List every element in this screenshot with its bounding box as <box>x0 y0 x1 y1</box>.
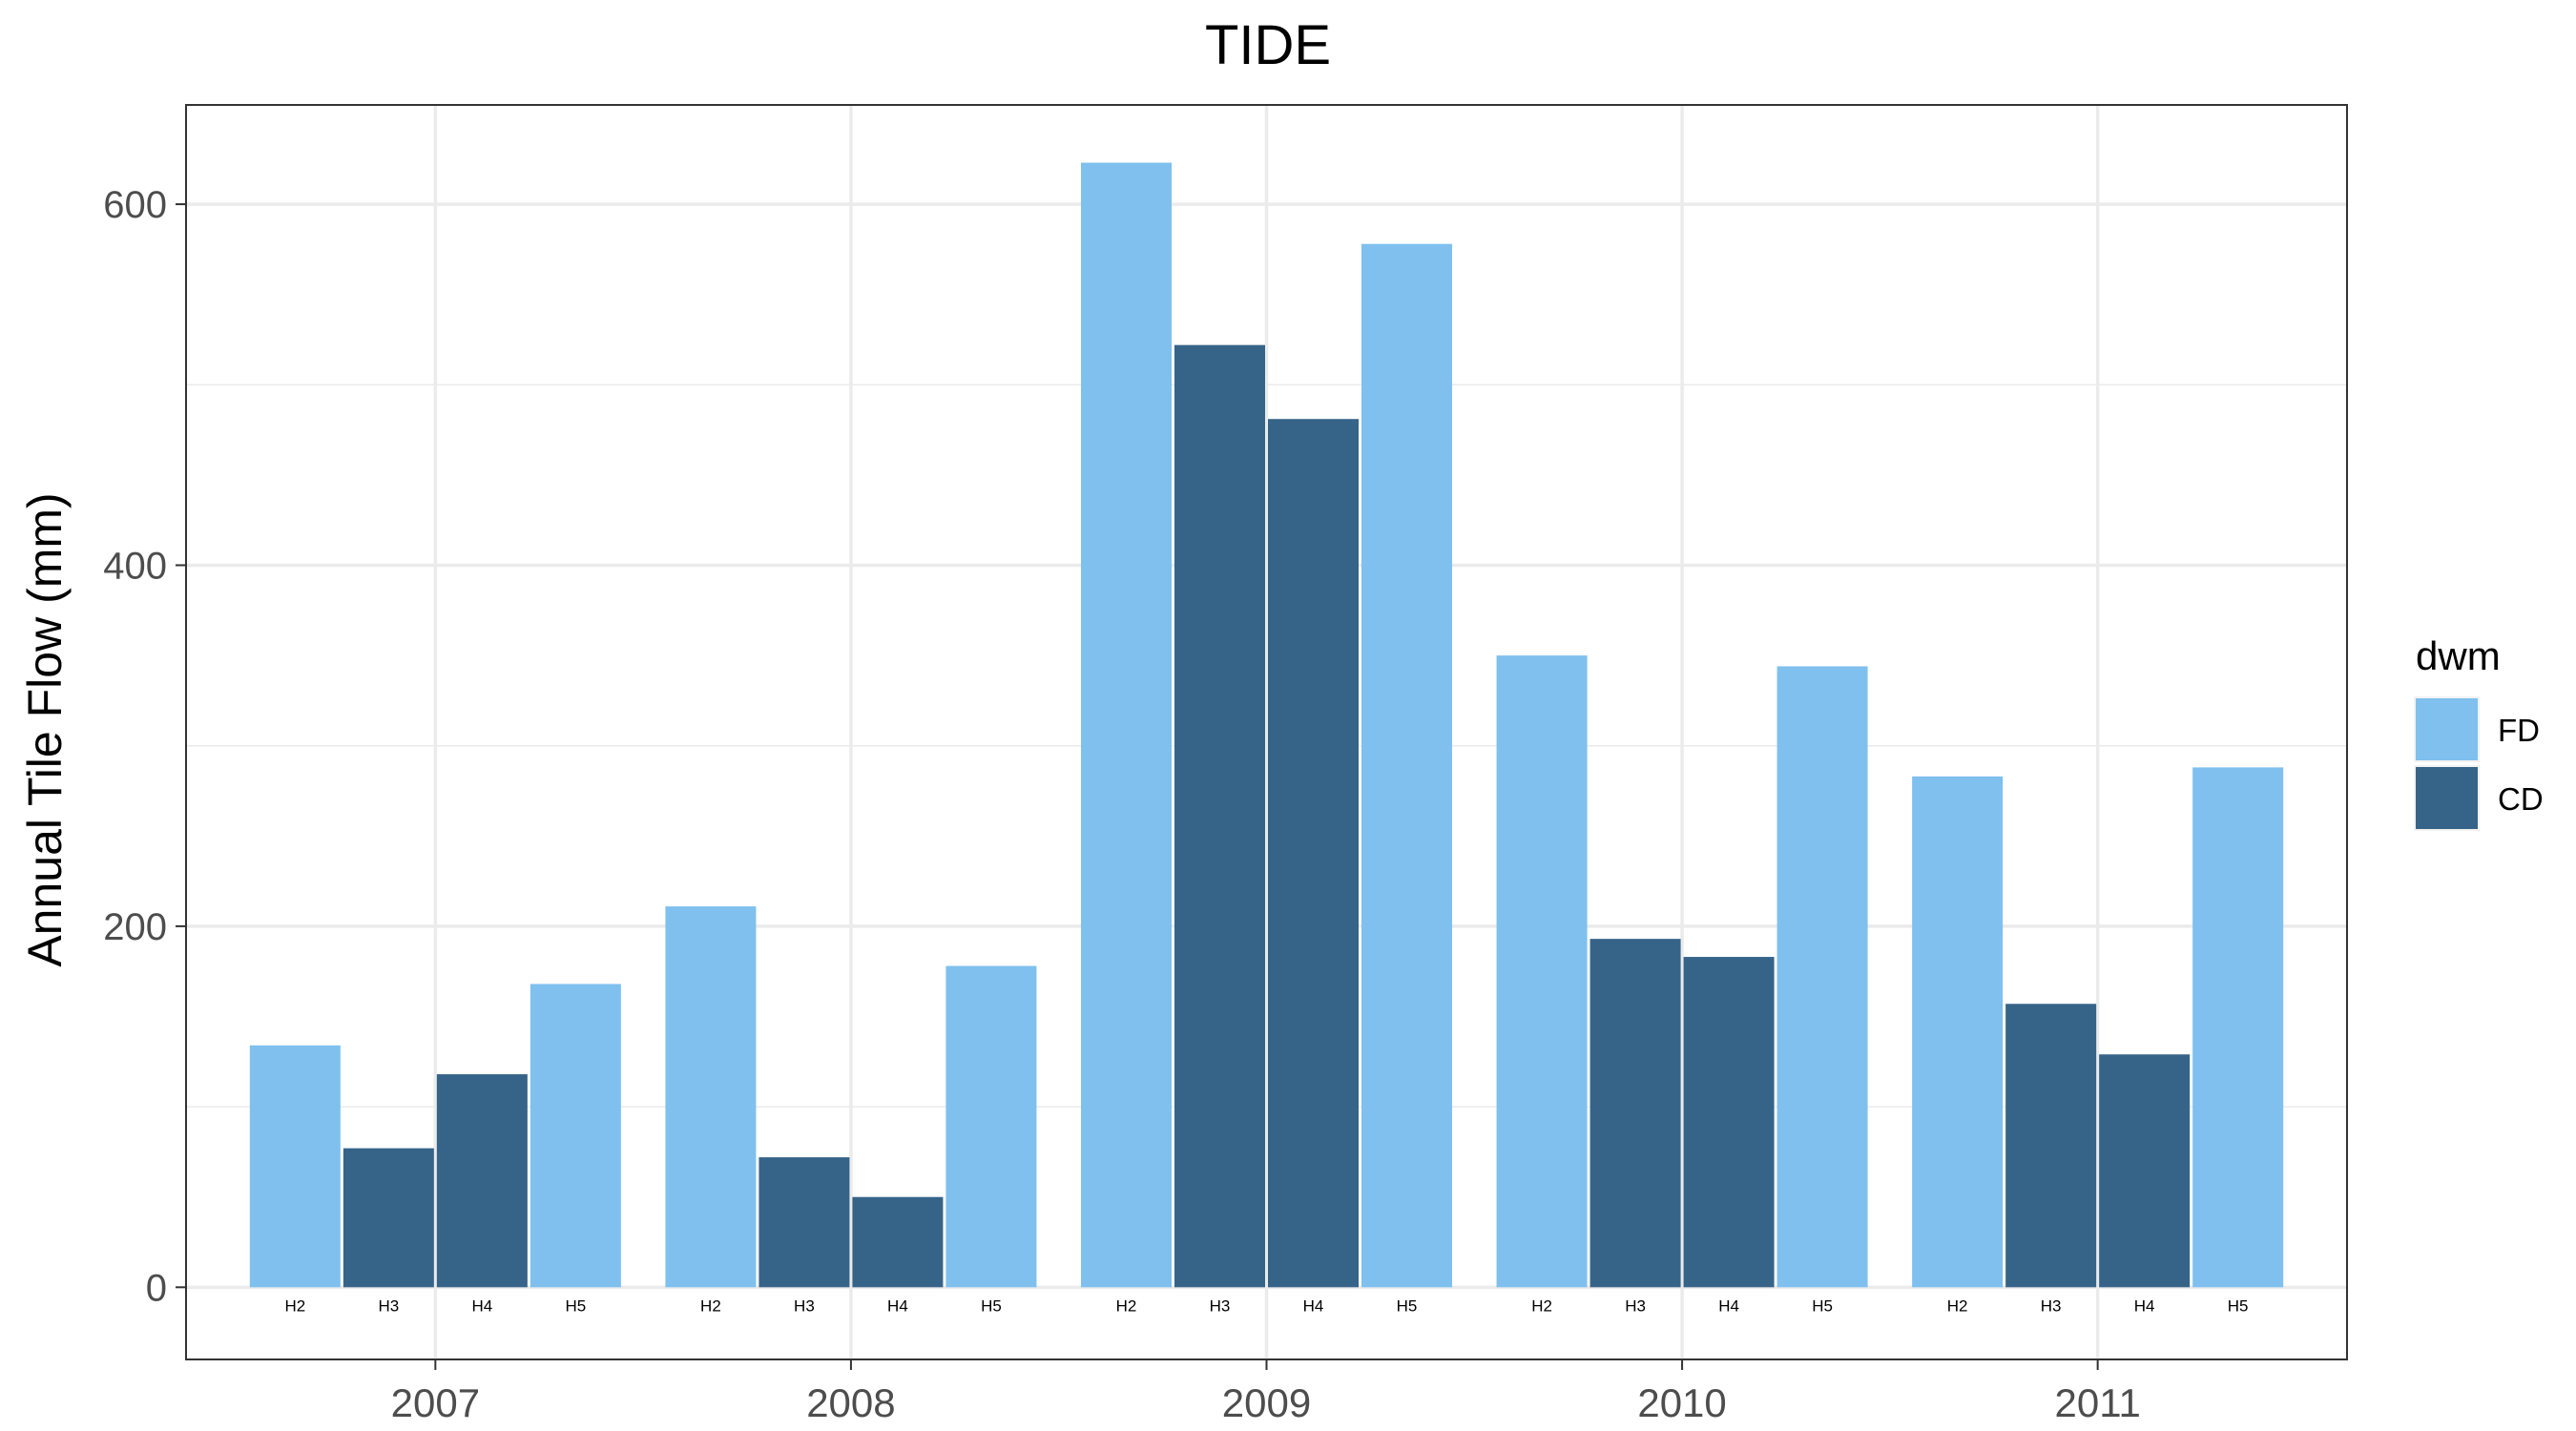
x-tick-label: 2011 <box>2054 1380 2140 1425</box>
bar-2011-H3 <box>2005 1004 2097 1288</box>
x-tick-label: 2009 <box>1222 1380 1311 1425</box>
bar-2010-H2 <box>1496 655 1588 1288</box>
bar-2010-H5 <box>1776 666 1868 1288</box>
x-tick-label: 2008 <box>806 1380 895 1425</box>
bar-label: H3 <box>378 1296 399 1315</box>
y-axis-title: Annual Tile Flow (mm) <box>18 492 72 966</box>
bar-label: H2 <box>1531 1296 1552 1315</box>
bar-label: H2 <box>1116 1296 1137 1315</box>
bar-2008-H2 <box>665 906 757 1288</box>
chart-title: TIDE <box>1205 14 1331 76</box>
bar-label: H3 <box>2041 1296 2062 1315</box>
bar-2009-H5 <box>1361 243 1453 1288</box>
bar-2010-H3 <box>1589 939 1681 1288</box>
y-tick-label: 400 <box>103 545 167 587</box>
y-tick-label: 200 <box>103 906 167 948</box>
bar-label: H2 <box>284 1296 305 1315</box>
bar-2008-H3 <box>758 1157 850 1288</box>
bar-label: H4 <box>1303 1296 1324 1315</box>
legend: dwm FD CD <box>2414 633 2544 831</box>
bar-label: H4 <box>1718 1296 1739 1315</box>
bar-2010-H4 <box>1683 957 1775 1288</box>
bar-label: H4 <box>2134 1296 2155 1315</box>
bar-label: H4 <box>887 1296 908 1315</box>
bar-label: H4 <box>471 1296 492 1315</box>
bar-2009-H4 <box>1268 419 1360 1288</box>
bar-2008-H5 <box>945 965 1037 1288</box>
bar-2011-H5 <box>2192 767 2284 1288</box>
bar-2007-H2 <box>249 1045 341 1288</box>
bar-label: H5 <box>981 1296 1002 1315</box>
legend-key-cd <box>2416 767 2478 829</box>
plot-area: H2 H3 H4 H5 H2 H3 H4 H5 H2 H3 H4 H5 H2 H3 H4 H5 H2 H3 H4 H5… <box>103 104 2348 1425</box>
legend-title: dwm <box>2416 633 2501 678</box>
bar-label: H5 <box>565 1296 586 1315</box>
y-tick-label: 0 <box>146 1267 167 1309</box>
bar-2007-H4 <box>436 1074 528 1288</box>
bar-label: H2 <box>1947 1296 1968 1315</box>
x-tick-label: 2007 <box>391 1380 480 1425</box>
bar-label: H2 <box>700 1296 721 1315</box>
bar-label: H3 <box>1625 1296 1646 1315</box>
bar-2009-H2 <box>1080 162 1172 1288</box>
bar-2007-H3 <box>343 1148 434 1288</box>
bar-2009-H3 <box>1174 344 1265 1288</box>
bar-label: H3 <box>1210 1296 1231 1315</box>
legend-label-cd: CD <box>2498 781 2544 817</box>
legend-key-fd <box>2416 698 2478 760</box>
x-tick-label: 2010 <box>1637 1380 1726 1425</box>
bar-2011-H2 <box>1912 776 2004 1288</box>
bar-label: H3 <box>794 1296 815 1315</box>
bar-2011-H4 <box>2099 1054 2191 1288</box>
y-tick-label: 600 <box>103 184 167 226</box>
bar-2008-H4 <box>852 1196 944 1288</box>
legend-label-fd: FD <box>2498 713 2540 748</box>
bar-label: H5 <box>2228 1296 2249 1315</box>
bar-2007-H5 <box>530 984 621 1288</box>
bar-label: H5 <box>1812 1296 1833 1315</box>
bar-label: H5 <box>1397 1296 1418 1315</box>
